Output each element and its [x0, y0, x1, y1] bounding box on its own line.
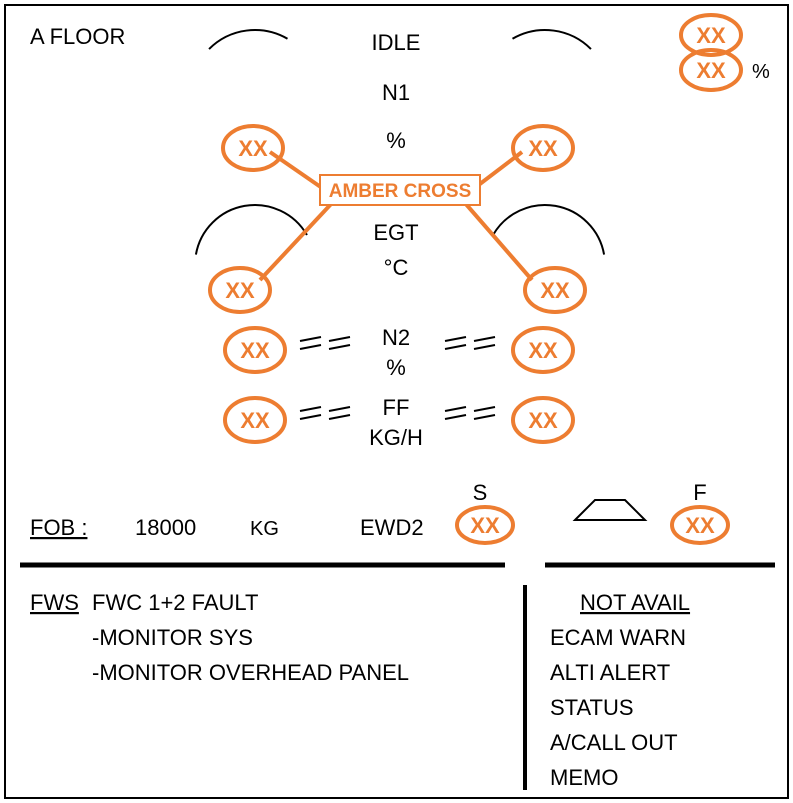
fws-line-0: FWC 1+2 FAULT: [92, 590, 258, 615]
topright-xx-2-xx: XX: [696, 58, 726, 83]
xx-n2-right-xx: XX: [528, 338, 558, 363]
ewd2-label: EWD2: [360, 515, 424, 540]
center-label-1: N1: [382, 80, 410, 105]
center-label-2: %: [386, 128, 406, 153]
xx-n2-left-xx: XX: [240, 338, 270, 363]
center-label-4: °C: [384, 255, 409, 280]
center-label-8: KG/H: [369, 425, 423, 450]
center-label-3: EGT: [373, 220, 418, 245]
fws-label: FWS: [30, 590, 79, 615]
topright-percent: %: [752, 61, 770, 83]
center-label-7: FF: [383, 395, 410, 420]
xx-ff-left-xx: XX: [240, 408, 270, 433]
xx-n1-left-xx: XX: [238, 136, 268, 161]
xx-egt-right-xx: XX: [540, 278, 570, 303]
not-avail-line-2: STATUS: [550, 695, 634, 720]
not-avail-line-0: ECAM WARN: [550, 625, 686, 650]
fws-line-1: -MONITOR SYS: [92, 625, 253, 650]
a-floor-label: A FLOOR: [30, 24, 125, 49]
topright-xx-1-xx: XX: [696, 23, 726, 48]
xx-ff-right-xx: XX: [528, 408, 558, 433]
ewd-display: A FLOOR XX XX% IDLE N1% EGT °C N2% FF KG/H AMBER C…: [0, 0, 793, 803]
xx-n1-right-xx: XX: [528, 136, 558, 161]
center-label-5: N2: [382, 325, 410, 350]
fob-label: FOB :: [30, 515, 87, 540]
f-label: F: [693, 480, 706, 505]
amber-cross-label: AMBER CROSS: [329, 181, 472, 202]
f-xx-xx: XX: [685, 513, 715, 538]
center-label-0: IDLE: [372, 30, 421, 55]
fob-value: 18000: [135, 515, 196, 540]
xx-egt-left-xx: XX: [225, 278, 255, 303]
fws-line-2: -MONITOR OVERHEAD PANEL: [92, 660, 409, 685]
not-avail-header: NOT AVAIL: [580, 590, 690, 615]
fob-kg: KG: [250, 518, 279, 540]
not-avail-line-1: ALTI ALERT: [550, 660, 670, 685]
not-avail-line-4: MEMO: [550, 765, 618, 790]
s-xx-xx: XX: [470, 513, 500, 538]
s-label: S: [473, 480, 488, 505]
not-avail-line-3: A/CALL OUT: [550, 730, 678, 755]
center-label-6: %: [386, 355, 406, 380]
